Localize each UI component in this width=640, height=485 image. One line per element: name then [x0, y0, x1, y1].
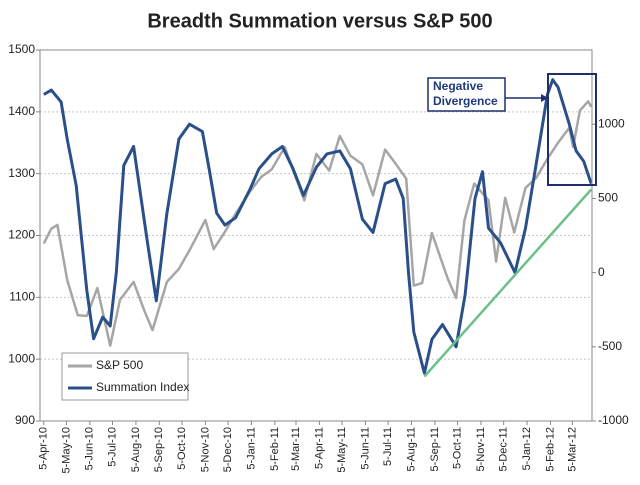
y2-tick-label: -500: [598, 339, 622, 353]
x-tick-label: 5-Dec-10: [222, 427, 234, 472]
y-tick-label: 900: [15, 413, 35, 427]
annotation-text: Negative: [433, 79, 483, 93]
x-tick-label: 5-Feb-11: [269, 427, 281, 471]
annotation-label-box: [427, 77, 506, 112]
x-tick-label: 5-Jan-11: [245, 427, 257, 470]
y2-tick-label: 0: [598, 265, 605, 279]
x-tick-label: 5-Jun-10: [84, 427, 96, 470]
x-tick-label: 5-Mar-12: [566, 427, 578, 472]
x-tick-label: 5-Sep-11: [429, 427, 441, 471]
y-tick-label: 1100: [9, 290, 35, 304]
x-tick-label: 5-Sep-10: [153, 427, 165, 472]
x-tick-label: 5-May-10: [60, 427, 72, 473]
legend: S&P 500 Summation Index: [61, 352, 189, 401]
x-tick-label: 5-Apr-11: [313, 427, 325, 469]
x-tick-label: 5-Oct-11: [451, 427, 463, 469]
x-tick-label: 5-Feb-12: [544, 427, 556, 472]
x-tick-label: 5-Nov-11: [475, 427, 487, 471]
chart-title: Breadth Summation versus S&P 500: [147, 10, 492, 32]
legend-label: Summation Index: [96, 380, 189, 394]
trend-line: [423, 188, 593, 378]
y-tick-label: 1200: [8, 228, 35, 242]
x-tick-label: 5-Dec-11: [498, 427, 510, 471]
x-tick-label: 5-Mar-11: [290, 427, 302, 471]
legend-box: [61, 352, 189, 401]
x-tick-label: 5-Oct-10: [176, 427, 188, 470]
x-tick-label: 5-Nov-10: [199, 427, 211, 472]
x-tick-label: 5-Aug-11: [405, 427, 417, 471]
x-tick-label: 5-May-11: [336, 427, 348, 473]
legend-label: S&P 500: [96, 358, 143, 372]
series-line: [43, 78, 593, 375]
annotation: Negative Divergence: [427, 73, 597, 186]
annotation-box: [547, 73, 597, 186]
annotation-text: Divergence: [433, 94, 498, 108]
x-tick-label: 5-Jun-11: [359, 427, 371, 470]
plot-border: [39, 49, 593, 422]
x-tick-label: 5-Jan-12: [521, 427, 533, 470]
y2-tick-label: -1000: [598, 413, 629, 427]
annotation-arrowhead: [541, 94, 548, 102]
y-tick-label: 1000: [8, 351, 35, 365]
y-tick-label: 1500: [8, 42, 35, 56]
y-tick-label: 1300: [8, 166, 35, 180]
y2-tick-label: 500: [598, 191, 618, 205]
x-tick-label: 5-Apr-10: [38, 427, 50, 470]
x-tick-label: 5-Jul-11: [382, 427, 394, 466]
x-tick-label: 5-Aug-10: [130, 427, 142, 472]
x-tick-label: 5-Jul-10: [106, 427, 118, 467]
y-tick-label: 1400: [8, 104, 35, 118]
plot: [42, 78, 593, 378]
y2-tick-label: 1000: [598, 116, 625, 130]
